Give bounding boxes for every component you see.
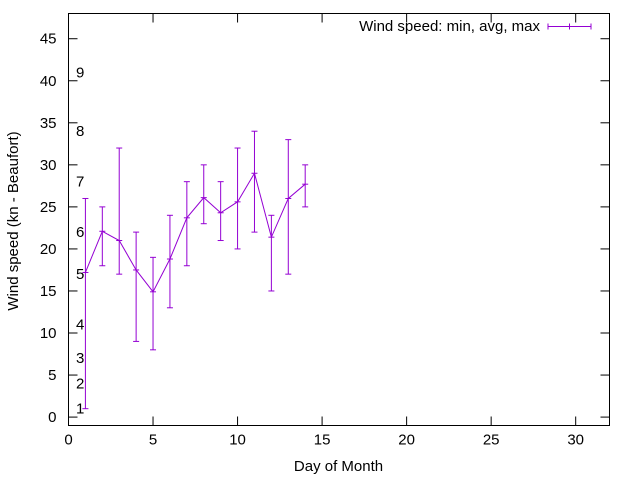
y-axis-label: Wind speed (kn - Beaufort) xyxy=(5,131,22,310)
x-tick-label: 25 xyxy=(483,432,500,449)
y-tick-label: 25 xyxy=(40,199,57,216)
beaufort-annotations: 1 2 3 4 5 6 7 8 9 xyxy=(76,64,84,417)
y-tick-label: 45 xyxy=(40,31,57,48)
x-tick-label: 10 xyxy=(229,432,246,449)
plot-frame xyxy=(68,13,610,426)
beaufort-label: 5 xyxy=(76,266,84,283)
beaufort-label: 7 xyxy=(76,174,84,191)
avg-line xyxy=(84,171,306,293)
beaufort-label: 9 xyxy=(76,64,84,81)
y-tick-label: 5 xyxy=(48,367,56,384)
x-tick-label: 15 xyxy=(314,432,331,449)
x-tick-label: 5 xyxy=(149,432,157,449)
y-tick-label: 40 xyxy=(40,73,57,90)
legend: Wind speed: min, avg, max xyxy=(359,18,592,35)
y-tick-label: 10 xyxy=(40,325,57,342)
x-tick-label: 0 xyxy=(64,432,72,449)
beaufort-label: 4 xyxy=(76,317,84,334)
y-tick-label: 30 xyxy=(40,157,57,174)
beaufort-label: 1 xyxy=(76,401,84,418)
y-tick-label: 15 xyxy=(40,283,57,300)
y-tick-label: 0 xyxy=(48,409,56,426)
y-tick-label: 20 xyxy=(40,241,57,258)
x-axis-label: Day of Month xyxy=(294,458,383,475)
series-layer xyxy=(82,130,309,410)
beaufort-label: 8 xyxy=(76,123,84,140)
x-tick-label: 20 xyxy=(398,432,415,449)
beaufort-label: 6 xyxy=(76,224,84,241)
y-tick-label: 35 xyxy=(40,115,57,132)
legend-label: Wind speed: min, avg, max xyxy=(359,18,540,35)
x-tick-label: 30 xyxy=(567,432,584,449)
beaufort-label: 3 xyxy=(76,350,84,367)
beaufort-label: 2 xyxy=(76,375,84,392)
